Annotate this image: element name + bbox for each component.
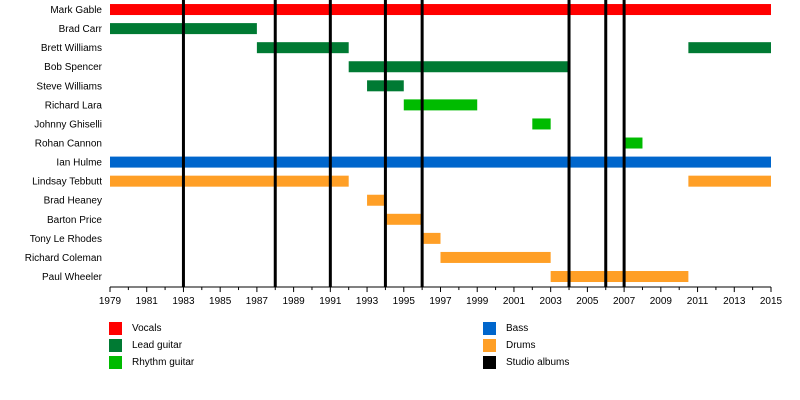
- legend-label: Drums: [506, 340, 536, 351]
- member-bar: [256, 42, 349, 54]
- member-label: Paul Wheeler: [42, 272, 103, 283]
- x-tick-label: 1979: [99, 296, 122, 307]
- x-tick-label: 2015: [760, 296, 783, 307]
- member-bar: [367, 194, 386, 206]
- legend-label: Lead guitar: [132, 340, 183, 351]
- member-bar: [403, 99, 478, 111]
- x-tick-label: 1999: [466, 296, 489, 307]
- member-label: Barton Price: [47, 215, 102, 226]
- legend-item: Drums: [483, 337, 783, 354]
- x-tick-label: 1987: [246, 296, 269, 307]
- member-label: Richard Lara: [45, 100, 103, 111]
- studio-album-lines: [181, 0, 626, 288]
- member-bar: [385, 213, 423, 225]
- member-bar: [688, 175, 771, 187]
- member-labels: Mark Gable Brad Carr Brett Williams Bob Spe…: [25, 5, 103, 283]
- member-bar: [532, 118, 551, 130]
- legend-label: Rhythm guitar: [132, 357, 195, 368]
- x-tick-label: 1993: [356, 296, 379, 307]
- legend-label: Bass: [506, 323, 529, 334]
- x-tick-label: 2011: [687, 296, 709, 307]
- x-tick-label: 1985: [209, 296, 232, 307]
- x-tick-label: 2009: [650, 296, 673, 307]
- legend-item: Lead guitar: [109, 337, 409, 354]
- member-label: Brad Heaney: [44, 196, 102, 207]
- legend-item: Rhythm guitar: [109, 354, 409, 371]
- legend-swatch: [483, 322, 496, 335]
- legend-swatch: [109, 339, 122, 352]
- member-bars: [110, 4, 771, 283]
- member-bar: [624, 137, 643, 149]
- legend-swatch: [483, 339, 496, 352]
- member-label: Richard Coleman: [25, 253, 102, 264]
- x-tick-label: 2005: [576, 296, 599, 307]
- member-label: Bob Spencer: [44, 62, 102, 73]
- legend-item: Studio albums: [483, 354, 783, 371]
- legend-label: Studio albums: [506, 357, 570, 368]
- x-tick-label: 2001: [503, 296, 526, 307]
- member-label: Ian Hulme: [56, 158, 102, 169]
- member-label: Johnny Ghiselli: [34, 119, 102, 130]
- member-label: Mark Gable: [50, 5, 102, 16]
- member-label: Brett Williams: [41, 43, 102, 54]
- x-tick-label: 1995: [393, 296, 416, 307]
- x-tick-label: 2003: [540, 296, 563, 307]
- x-tick-label: 2007: [613, 296, 636, 307]
- member-bar: [440, 251, 551, 263]
- legend-swatch: [483, 356, 496, 369]
- legend-right: Bass Drums Studio albums: [483, 320, 783, 371]
- member-label: Lindsay Tebbutt: [32, 177, 102, 188]
- x-tick-label: 1983: [172, 296, 195, 307]
- legend-left: Vocals Lead guitar Rhythm guitar: [109, 320, 409, 371]
- member-label: Brad Carr: [59, 24, 103, 35]
- member-bar: [348, 61, 570, 73]
- x-tick-label: 1997: [429, 296, 452, 307]
- legend-item: Bass: [483, 320, 783, 337]
- x-axis: 1979 1981 1983 1985 1987 1989 1991 1993 1995 1997…: [99, 286, 783, 307]
- member-bar: [110, 156, 771, 168]
- x-tick-label: 2013: [723, 296, 746, 307]
- legend-label: Vocals: [132, 323, 162, 334]
- x-tick-label: 1981: [136, 296, 159, 307]
- member-label: Rohan Cannon: [35, 139, 102, 150]
- member-bar: [110, 175, 349, 187]
- x-tick-label: 1991: [319, 296, 342, 307]
- member-bar: [688, 42, 771, 54]
- member-label: Tony Le Rhodes: [30, 234, 102, 245]
- member-bar: [110, 4, 771, 16]
- legend-swatch: [109, 322, 122, 335]
- legend-swatch: [109, 356, 122, 369]
- legend-item: Vocals: [109, 320, 409, 337]
- member-bar: [550, 271, 689, 283]
- member-label: Steve Williams: [36, 81, 102, 92]
- x-tick-label: 1989: [282, 296, 305, 307]
- member-bar: [422, 232, 441, 244]
